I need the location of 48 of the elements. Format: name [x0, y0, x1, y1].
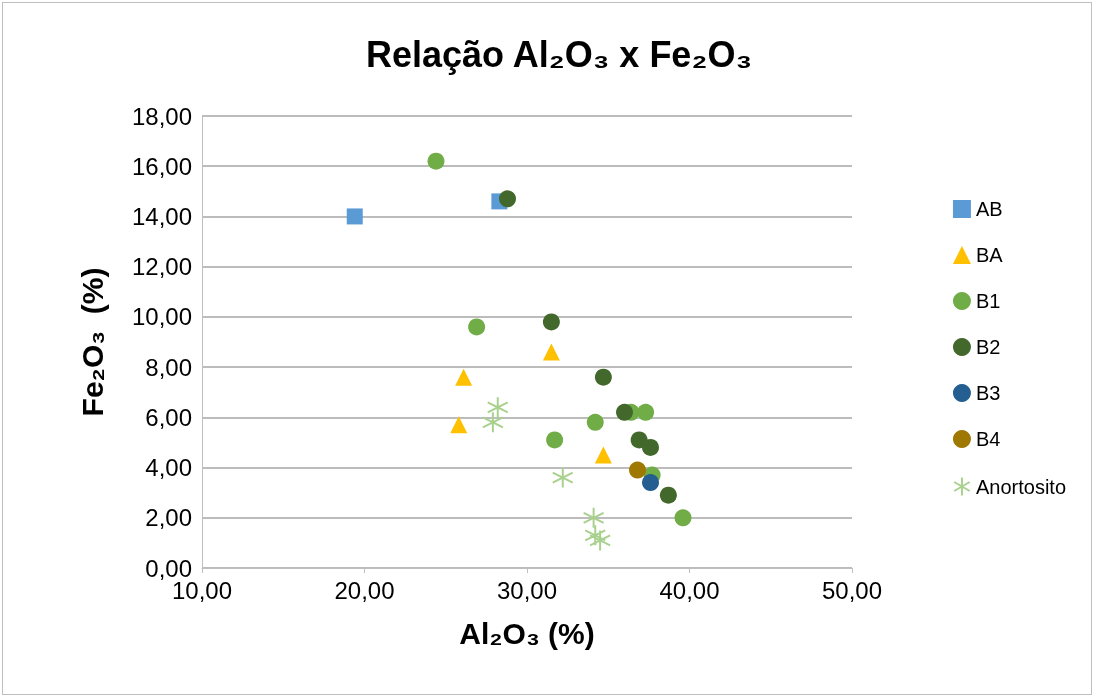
x-axis-title: Al₂O₃ (%): [459, 616, 595, 650]
x-tick-label: 30,00: [496, 576, 558, 604]
legend-label: B1: [975, 290, 1001, 312]
legend-label: BA: [975, 244, 1004, 266]
point: [546, 431, 564, 449]
y-axis-title: Fe₂O₃ (%): [75, 267, 109, 417]
y-tick-label: 10,00: [131, 303, 192, 331]
point: [586, 413, 604, 431]
point: [637, 403, 655, 421]
point: [642, 438, 659, 456]
y-tick-label: 12,00: [131, 253, 192, 281]
point: [594, 446, 612, 464]
point: [594, 368, 612, 386]
y-tick-label: 18,00: [131, 102, 192, 130]
point: [589, 529, 612, 552]
point: [486, 396, 509, 419]
y-tick-label: 16,00: [131, 152, 192, 180]
point: [481, 411, 504, 434]
y-tick-label: 6,00: [145, 403, 192, 431]
legend-label: B4: [975, 428, 1001, 450]
legend-label: B3: [975, 382, 1001, 404]
point: [551, 466, 574, 489]
point: [616, 403, 633, 421]
point: [468, 318, 486, 336]
x-tick-label: 20,00: [334, 576, 395, 604]
y-tick-label: 8,00: [145, 353, 192, 381]
point: [642, 474, 659, 492]
x-tick-label: 40,00: [659, 576, 720, 604]
legend-label: AB: [975, 198, 1003, 220]
point: [455, 368, 473, 386]
x-tick-label: 50,00: [821, 576, 883, 604]
point: [659, 486, 677, 504]
point: [542, 343, 560, 361]
legend-label: Anortosito: [975, 475, 1067, 498]
point: [542, 313, 560, 331]
legend-label: B2: [975, 336, 1001, 358]
point: [427, 152, 445, 170]
point: [450, 416, 468, 434]
point: [674, 509, 692, 527]
point: [582, 506, 605, 529]
y-tick-label: 4,00: [145, 454, 192, 482]
point: [499, 190, 516, 208]
point: [584, 524, 607, 547]
point: [346, 208, 363, 225]
y-tick-label: 2,00: [145, 504, 192, 532]
point: [629, 461, 646, 479]
chart-title: Relação Al₂O₃ x Fe₂O₃: [365, 33, 753, 75]
y-tick-label: 14,00: [131, 202, 192, 230]
